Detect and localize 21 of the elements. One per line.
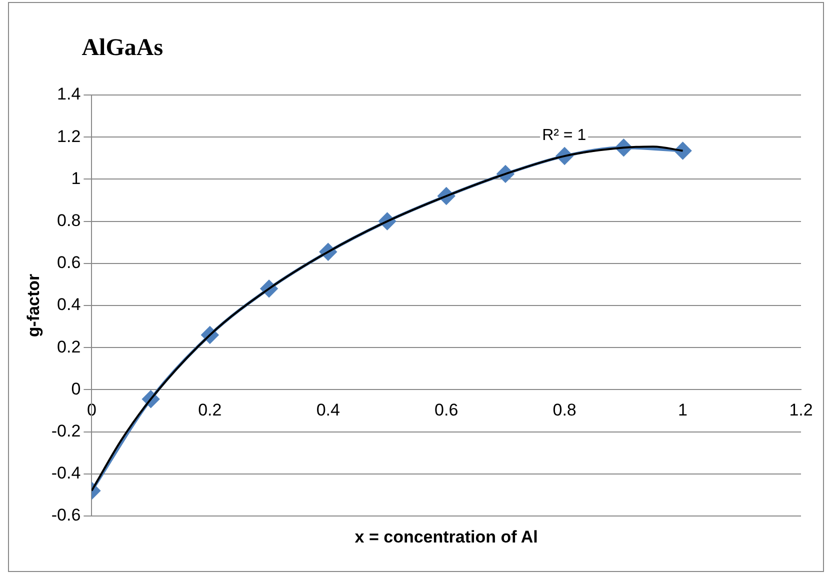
y-axis-title: g-factor (24, 273, 43, 338)
y-tick-label: 0.2 (57, 337, 81, 356)
x-tick-label: 0.2 (198, 400, 222, 420)
x-tick-label: 0.4 (316, 400, 340, 420)
x-tick-label: 1.2 (789, 400, 813, 420)
y-tick-label: 0 (71, 379, 81, 398)
x-tick-label: 0.6 (434, 400, 458, 420)
y-tick-label: 1.2 (57, 126, 81, 146)
y-tick-label: -0.4 (51, 464, 81, 483)
y-tick-label: 1.4 (57, 84, 81, 104)
x-tick-label: 0.8 (552, 400, 576, 420)
chart-title: AlGaAs (82, 35, 164, 61)
y-tick-label: 0.4 (57, 295, 81, 314)
y-tick-label: 0.6 (57, 253, 81, 272)
x-axis-title: x = concentration of Al (354, 528, 538, 547)
y-tick-label: 0.8 (57, 210, 81, 230)
x-tick-label: 1 (678, 400, 688, 420)
y-tick-label: 1 (71, 168, 81, 188)
annotation: R² = 1 (542, 126, 586, 144)
y-tick-label: -0.2 (51, 421, 81, 440)
y-tick-label: -0.6 (51, 506, 81, 525)
